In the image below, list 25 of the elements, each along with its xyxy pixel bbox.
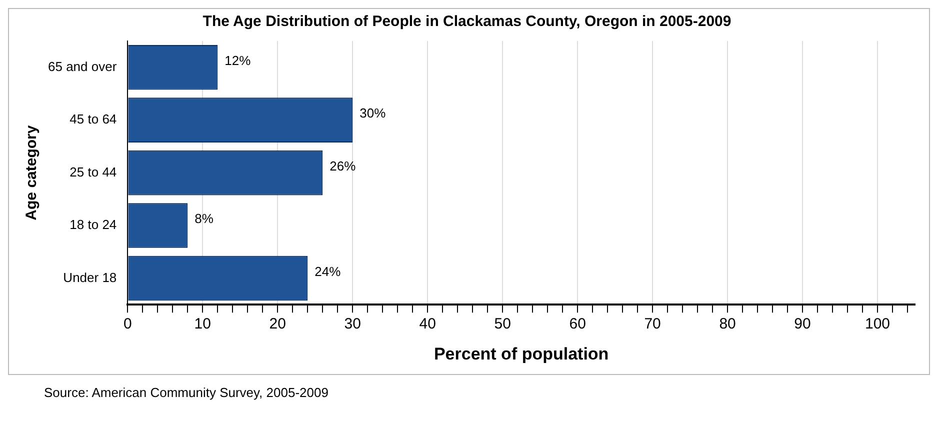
data-label: 12% — [224, 52, 252, 68]
data-label: 24% — [314, 264, 342, 279]
data-label: 8% — [194, 211, 214, 226]
data-label: 30% — [360, 106, 386, 121]
x-tick-label: 90 — [794, 316, 811, 333]
y-axis-title: Age category — [23, 124, 40, 220]
x-tick-label: 10 — [194, 316, 211, 333]
y-tick-label: 18 to 24 — [70, 217, 117, 232]
y-tick-label: 45 to 64 — [70, 112, 117, 127]
x-tick-label: 70 — [644, 316, 661, 333]
x-tick-label: 40 — [419, 316, 436, 333]
x-axis-title: Percent of population — [434, 344, 609, 364]
source-note: Source: American Community Survey, 2005-2009 — [44, 385, 330, 400]
x-tick-label: 0 — [123, 316, 132, 333]
data-label: 26% — [330, 158, 356, 174]
x-tick-label: 100 — [864, 316, 890, 333]
x-tick-label: 30 — [344, 316, 361, 333]
x-tick-label: 60 — [569, 316, 586, 333]
x-tick-label: 20 — [269, 316, 286, 333]
y-tick-label: 65 and over — [48, 58, 118, 74]
y-tick-label: 25 to 44 — [70, 164, 117, 180]
y-tick-label: Under 18 — [63, 270, 117, 285]
x-tick-label: 80 — [719, 316, 736, 333]
chart-title: The Age Distribution of People in Clackamas County, Oregon in 2005-2009 — [202, 13, 732, 30]
x-tick-label: 50 — [494, 316, 511, 333]
